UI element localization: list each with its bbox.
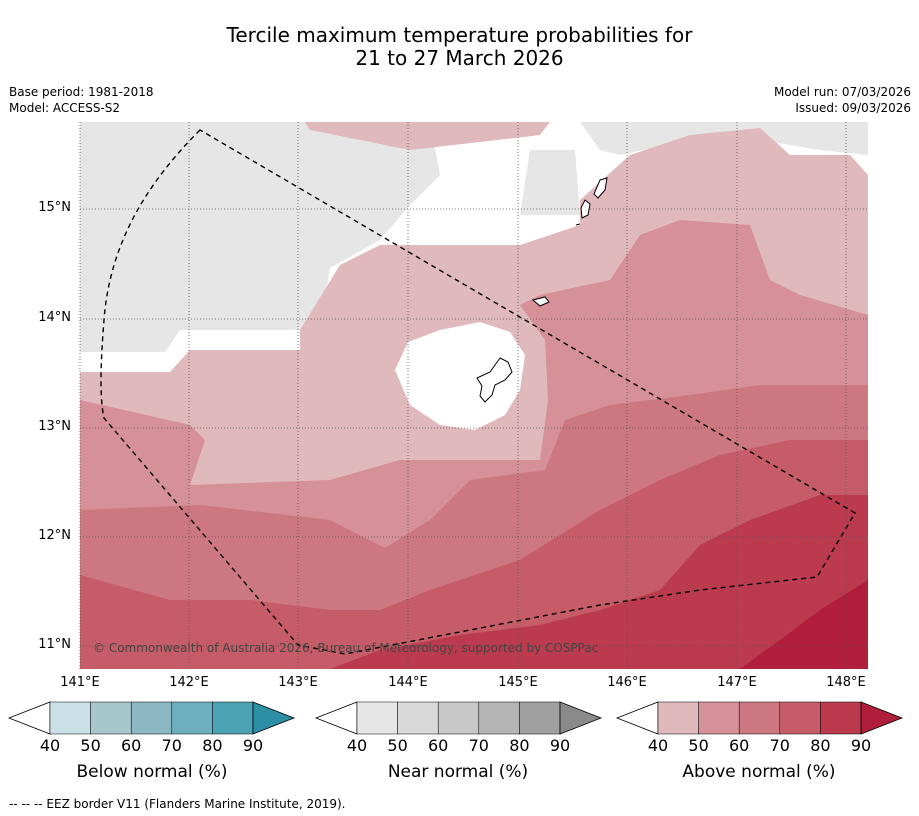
lon-label: 148°E	[826, 675, 866, 690]
colorbar-tick: 60	[121, 736, 142, 755]
lon-label: 144°E	[388, 675, 428, 690]
colorbar-tick: 60	[729, 736, 750, 755]
colorbar-tick: 90	[549, 736, 571, 755]
coastlines	[476, 177, 608, 403]
copyright-text: © Commonwealth of Australia 2026, Bureau…	[93, 641, 599, 655]
map-title-line1: Tercile maximum temperature probabilitie…	[226, 23, 693, 47]
colorbar-tick: 80	[509, 736, 530, 755]
colorbar-tick: 50	[688, 736, 709, 755]
colorbar-tick: 80	[810, 736, 831, 755]
no-signal-area	[395, 322, 525, 430]
lon-label: 146°E	[607, 675, 647, 690]
colorbar-tick: 70	[769, 736, 790, 755]
lon-label: 143°E	[278, 675, 318, 690]
saipan-island	[593, 177, 608, 199]
base-period: Base period: 1981-2018	[9, 85, 154, 99]
colorbar-label-near: Near normal (%)	[387, 762, 529, 782]
above-normal-80	[330, 495, 868, 669]
probability-field	[80, 122, 868, 669]
colorbar-above	[615, 701, 904, 735]
near-normal-region-east	[520, 150, 580, 215]
above-normal-90	[740, 580, 868, 669]
colorbar-tick: 50	[387, 736, 408, 755]
colorbar-tick: 40	[647, 736, 669, 755]
tinian-island	[580, 199, 591, 219]
colorbar-tick: 90	[850, 736, 872, 755]
eez-footnote: -- -- -- EEZ border V11 (Flanders Marine…	[9, 797, 346, 811]
colorbar-label-below: Below normal (%)	[76, 762, 228, 782]
colorbar-below	[7, 701, 296, 735]
colorbar-tick: 60	[428, 736, 449, 755]
lat-label: 12°N	[38, 528, 71, 543]
guam-island	[476, 357, 513, 403]
issued-date: Issued: 09/03/2026	[795, 101, 911, 115]
colorbar-tick: 70	[468, 736, 489, 755]
map-title-line2: 21 to 27 March 2026	[355, 46, 564, 70]
lat-label: 14°N	[38, 310, 71, 325]
lon-label: 145°E	[498, 675, 538, 690]
colorbar-tick: 80	[202, 736, 223, 755]
colorbar-tick: 70	[161, 736, 182, 755]
colorbar-near	[314, 701, 603, 735]
colorbar-tick: 50	[80, 736, 101, 755]
colorbar-tick: 40	[39, 736, 61, 755]
lon-label: 141°E	[60, 675, 100, 690]
eez-border	[100, 129, 856, 655]
model-run: Model run: 07/03/2026	[773, 85, 911, 99]
colorbar-tick: 90	[242, 736, 264, 755]
model-name: Model: ACCESS-S2	[9, 101, 121, 115]
lat-label: 15°N	[38, 200, 71, 215]
lon-label: 142°E	[169, 675, 209, 690]
rota-island	[531, 296, 550, 307]
graticule	[79, 122, 868, 669]
lat-label: 11°N	[38, 637, 71, 652]
near-normal-region	[80, 122, 440, 352]
colorbar-tick: 40	[346, 736, 368, 755]
lat-label: 13°N	[38, 419, 71, 434]
lon-label: 147°E	[717, 675, 757, 690]
colorbar-label-above: Above normal (%)	[682, 762, 836, 782]
